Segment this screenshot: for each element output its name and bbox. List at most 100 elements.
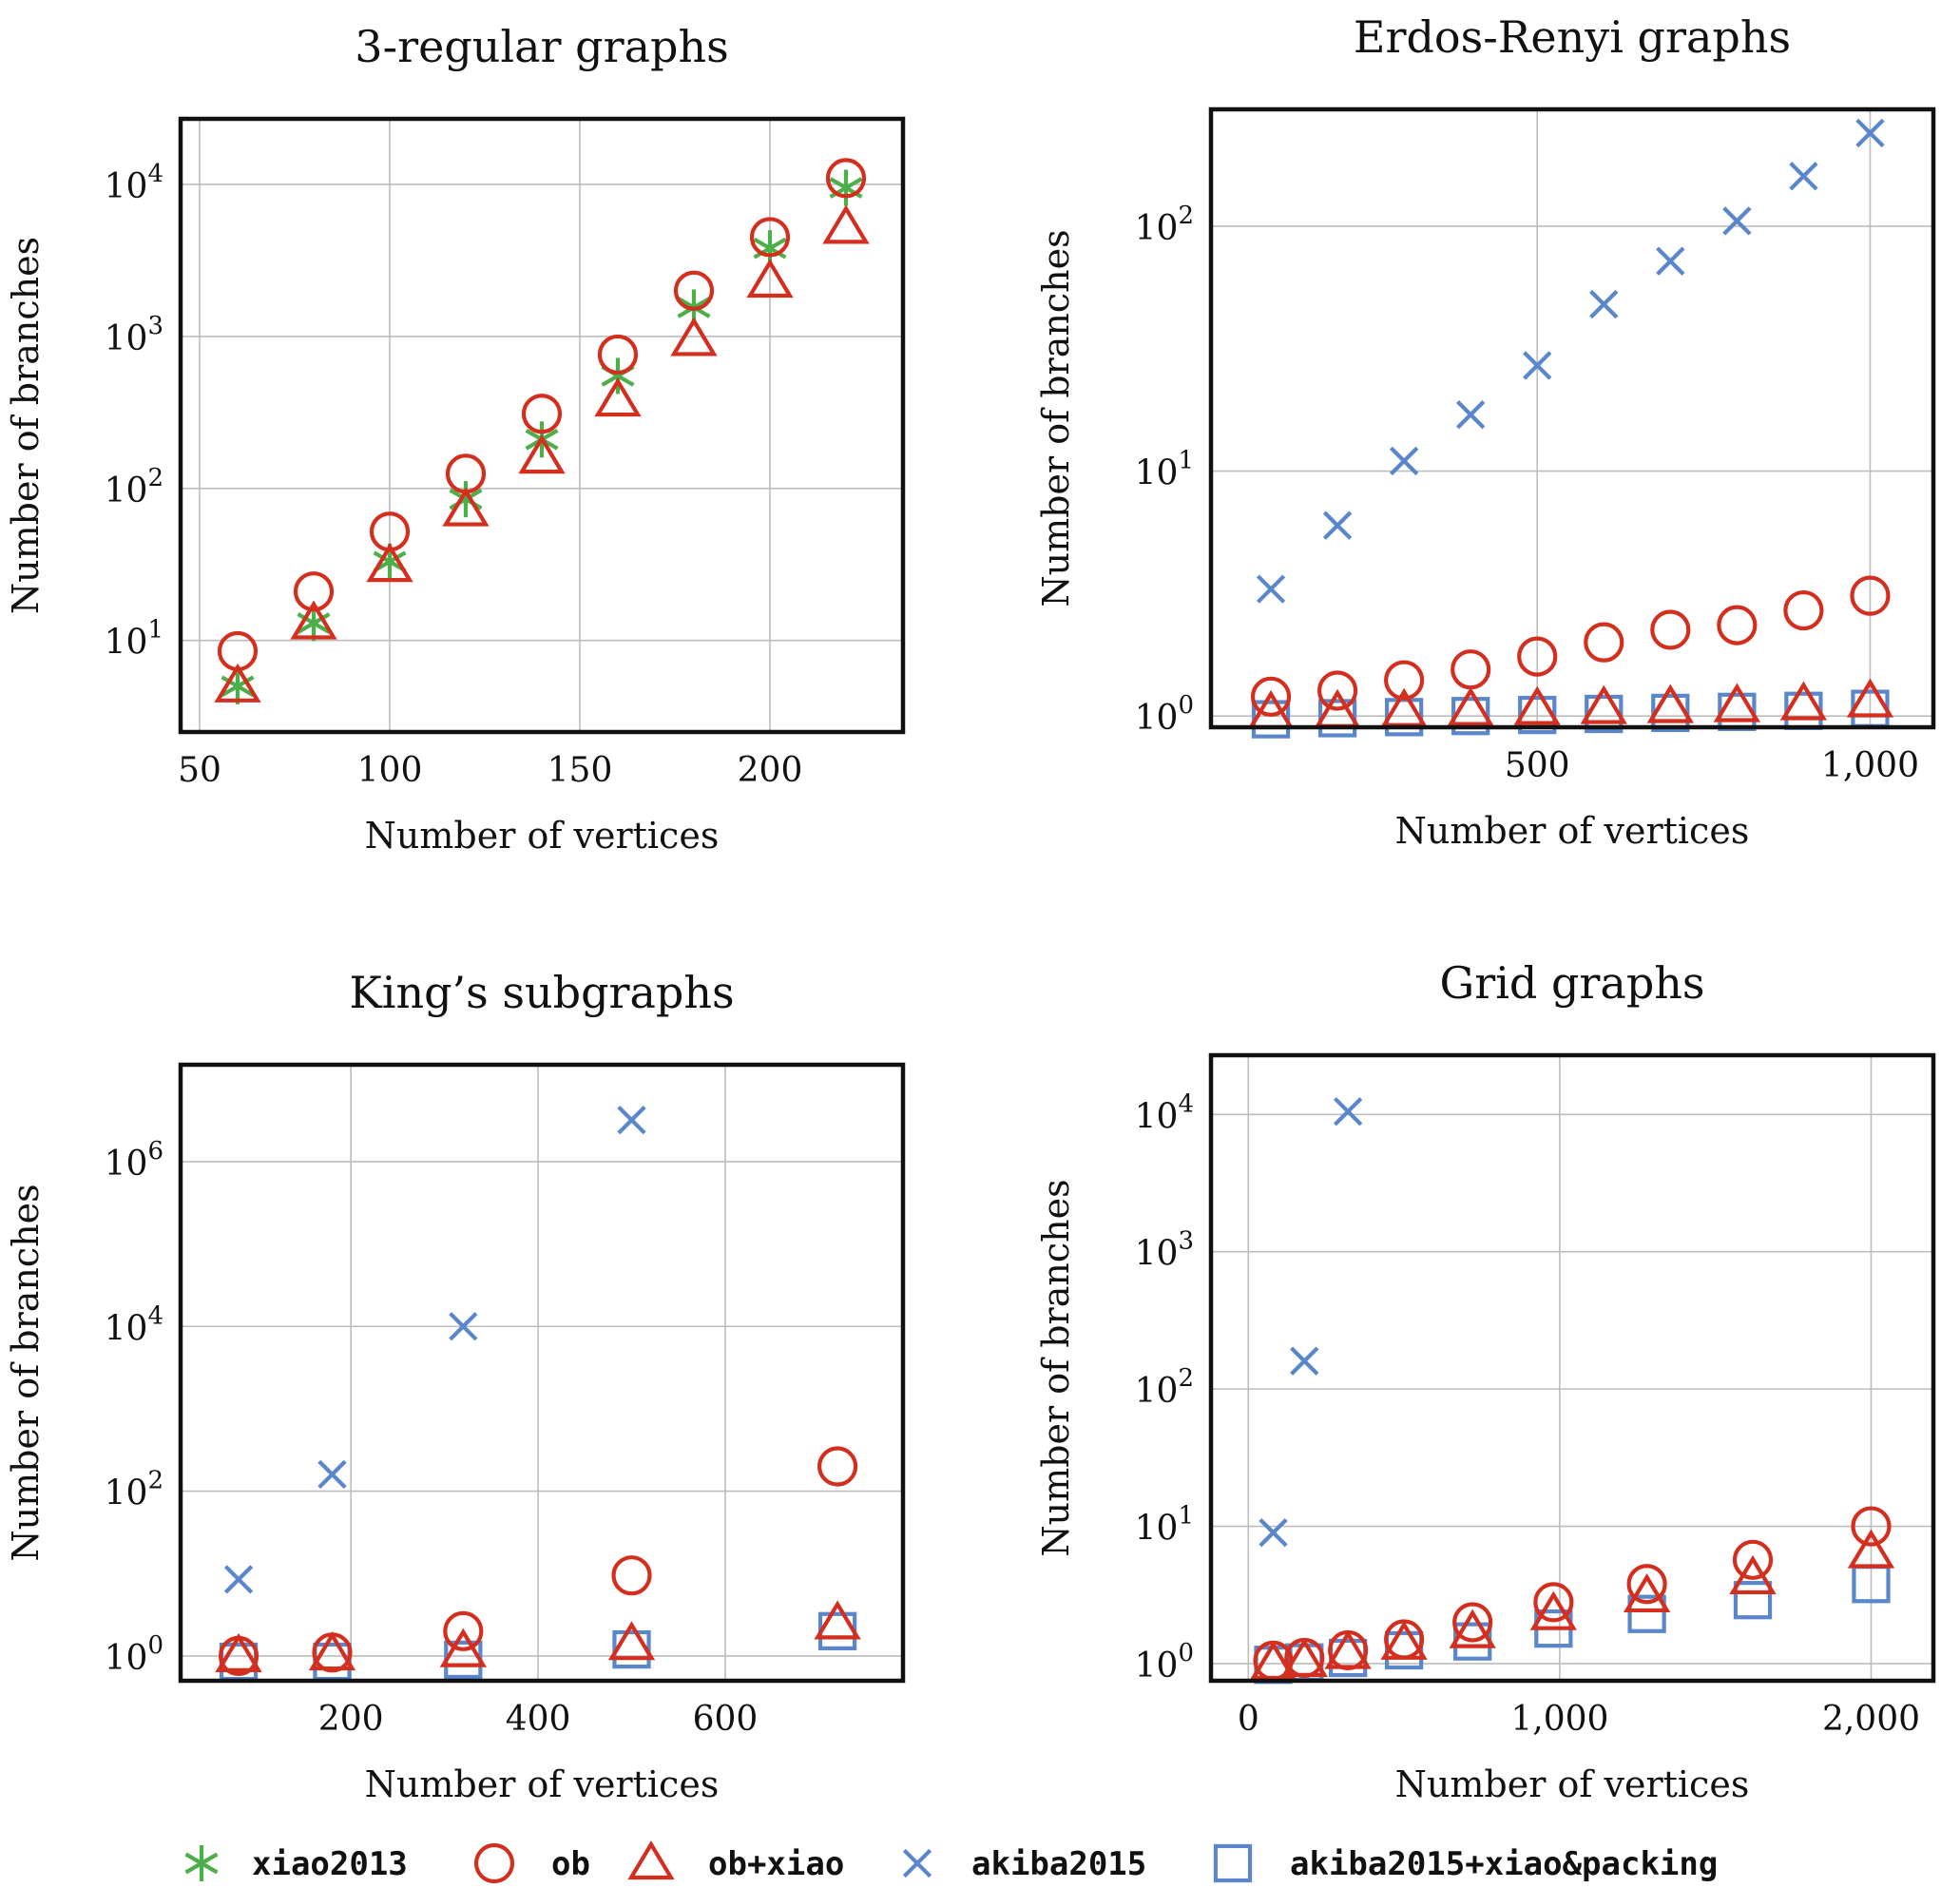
- x-axis-label: Number of vertices: [365, 1763, 720, 1805]
- x-tick-label: 200: [318, 1700, 384, 1739]
- point-ob+xiao: [1324, 1629, 1372, 1669]
- x-tick-label: 2,000: [1822, 1700, 1920, 1739]
- chart-panel-4: Grid graphs 0 1,000 2,000 100 101 102 103 104 Num…: [1035, 957, 1936, 1805]
- point-ob: [1451, 649, 1491, 690]
- chart-title: 3-regular graphs: [355, 21, 728, 72]
- point-akiba2015: [1456, 400, 1486, 430]
- point-xiao2013: [829, 169, 863, 206]
- point-akiba2015+xiao&packing: [817, 1611, 857, 1650]
- point-akiba2015: [1322, 511, 1353, 540]
- point-akiba2015: [1259, 1517, 1288, 1548]
- point-ob+xiao: [1249, 1640, 1297, 1681]
- legend-label: ob+xiao: [708, 1845, 844, 1883]
- point-ob: [1517, 636, 1558, 677]
- point-akiba2015+xiao&packing: [1251, 700, 1291, 739]
- point-akiba2015: [1589, 289, 1619, 319]
- y-axis-label: Number of branches: [5, 237, 47, 614]
- point-ob: [817, 1446, 858, 1487]
- point-ob: [673, 270, 715, 311]
- y-axis-label: Number of branches: [1035, 1179, 1077, 1556]
- x-tick-label: 1,000: [1821, 746, 1919, 785]
- point-ob+xiao: [1529, 1590, 1578, 1630]
- y-tick-label: 102: [1135, 202, 1194, 248]
- point-ob+xiao: [814, 1600, 861, 1640]
- point-ob+xiao: [1447, 686, 1494, 726]
- chart-title: Erdos-Renyi graphs: [1354, 11, 1791, 63]
- point-ob: [1452, 1602, 1493, 1643]
- legend-item-ob+xiao: ob+xiao: [627, 1840, 844, 1883]
- y-tick-label: 101: [1135, 447, 1194, 493]
- point-akiba2015: [1523, 351, 1552, 380]
- point-ob+xiao: [1646, 684, 1694, 723]
- point-ob: [749, 217, 791, 258]
- y-tick-label: 102: [1135, 1364, 1194, 1411]
- point-xiao2013: [601, 357, 635, 395]
- y-tick-label: 101: [1135, 1502, 1194, 1549]
- point-ob+xiao: [215, 1632, 262, 1672]
- cross-icon: [902, 1848, 932, 1878]
- x-tick-label: 50: [178, 751, 221, 790]
- point-ob: [443, 1610, 484, 1651]
- point-ob+xiao: [607, 1621, 656, 1661]
- point-akiba2015: [1656, 246, 1685, 276]
- x-tick-label: 600: [693, 1700, 759, 1739]
- chart-panel-2: Erdos-Renyi graphs 500 1,000 100 101 102 Numbe…: [1035, 11, 1936, 852]
- point-ob: [1584, 622, 1624, 663]
- x-axis-label: Number of vertices: [1395, 810, 1750, 852]
- point-ob+xiao: [1779, 681, 1828, 721]
- y-tick-label: 102: [105, 1467, 163, 1513]
- point-ob: [597, 334, 639, 376]
- y-tick-label: 104: [105, 1301, 163, 1348]
- plot-frame: [178, 1062, 906, 1684]
- point-akiba2015+xiao&packing: [612, 1629, 651, 1669]
- point-akiba2015: [617, 1105, 646, 1135]
- y-axis-label: Number of branches: [5, 1184, 47, 1561]
- chart-title: King’s subgraphs: [349, 967, 734, 1018]
- point-ob: [293, 571, 335, 612]
- point-ob+xiao: [1846, 678, 1894, 718]
- point-akiba2015+xiao&packing: [1784, 691, 1823, 730]
- point-ob+xiao: [746, 259, 794, 299]
- y-tick-label: 101: [105, 616, 163, 663]
- y-tick-label: 103: [105, 312, 163, 358]
- point-akiba2015: [317, 1459, 347, 1490]
- point-ob+xiao: [439, 1628, 487, 1667]
- circle-icon: [473, 1842, 515, 1884]
- point-xiao2013: [221, 667, 255, 704]
- point-ob+xiao: [1729, 1554, 1777, 1595]
- x-tick-label: 500: [1505, 746, 1570, 785]
- point-ob+xiao: [1847, 1529, 1895, 1569]
- point-ob+xiao: [594, 377, 642, 417]
- point-akiba2015+xiao&packing: [313, 1642, 352, 1682]
- point-ob+xiao: [822, 204, 870, 244]
- legend-label: akiba2015: [971, 1845, 1146, 1883]
- plot-frame: [1208, 106, 1936, 730]
- point-ob: [1850, 575, 1891, 616]
- point-ob: [1783, 589, 1824, 631]
- point-akiba2015+xiao&packing: [1627, 1594, 1666, 1633]
- chart-panel-1: 3-regular graphs 50 100 150 200 101 102 103 104 N…: [5, 21, 906, 857]
- point-akiba2015: [1389, 446, 1419, 476]
- point-ob: [1533, 1582, 1574, 1623]
- point-akiba2015: [1290, 1346, 1319, 1376]
- plot-frame: [1208, 1052, 1936, 1684]
- point-ob+xiao: [1513, 685, 1561, 725]
- y-axis-label: Number of branches: [1035, 229, 1077, 607]
- y-tick-label: 102: [105, 464, 163, 511]
- point-ob+xiao: [442, 487, 490, 527]
- point-ob: [825, 158, 867, 199]
- point-akiba2015: [1256, 574, 1286, 604]
- y-tick-label: 100: [105, 1631, 163, 1678]
- point-ob+xiao: [290, 600, 337, 640]
- point-ob: [1732, 1539, 1774, 1580]
- point-akiba2015: [223, 1565, 254, 1594]
- point-ob+xiao: [1713, 683, 1761, 722]
- asterisk-icon: [184, 1845, 219, 1881]
- legend-item-akiba2015: akiba2015: [902, 1845, 1146, 1883]
- point-akiba2015+xiao&packing: [1733, 1581, 1773, 1620]
- x-tick-label: 200: [738, 751, 803, 790]
- plot-frame: [178, 116, 906, 735]
- y-tick-label: 104: [1135, 1089, 1194, 1136]
- x-tick-label: 1,000: [1510, 1700, 1608, 1739]
